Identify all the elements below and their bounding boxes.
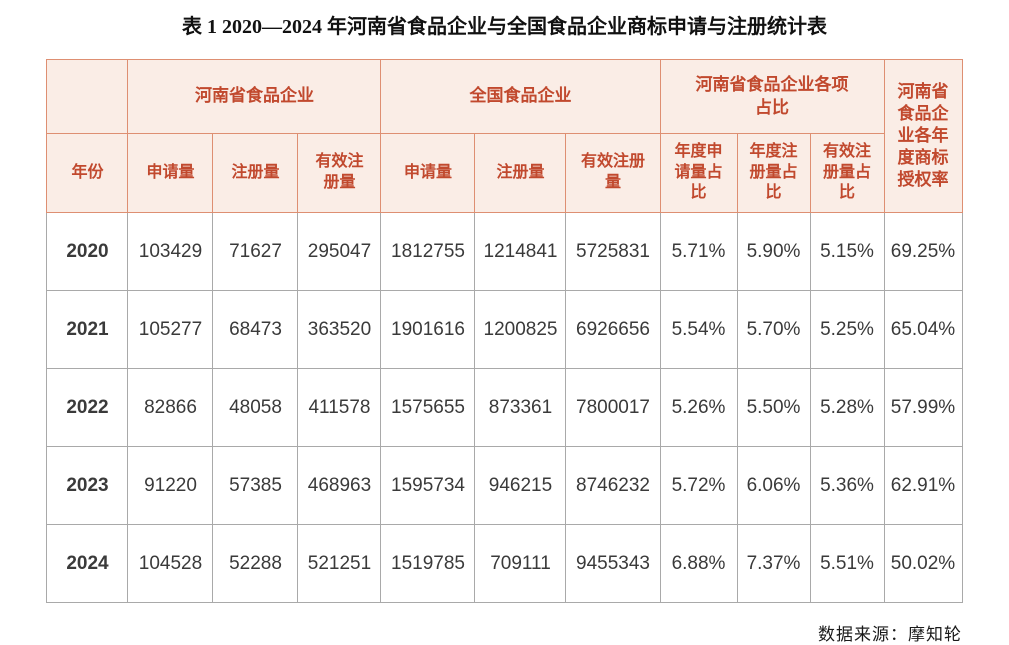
cell-national-register: 946215 — [474, 446, 567, 525]
table-row: 2023 91220 57385 468963 1595734 946215 8… — [46, 446, 963, 525]
cell-henan-valid: 363520 — [297, 290, 382, 369]
header-ratio-apply: 年度申请量占比 — [659, 133, 738, 213]
corner-cell — [46, 59, 129, 134]
cell-henan-valid: 521251 — [297, 524, 382, 603]
header-ratio-apply-label: 年度申请量占比 — [674, 142, 723, 202]
cell-henan-apply: 103429 — [127, 212, 214, 291]
cell-national-valid: 8746232 — [565, 446, 661, 525]
cell-grant-rate: 65.04% — [883, 290, 963, 369]
cell-national-register: 1200825 — [474, 290, 567, 369]
cell-henan-valid: 295047 — [297, 212, 382, 291]
cell-henan-valid: 411578 — [297, 368, 382, 447]
cell-henan-register: 68473 — [212, 290, 299, 369]
header-group-henan: 河南省食品企业 — [127, 59, 382, 134]
header-ratio-register-label: 年度注册量占比 — [749, 142, 798, 202]
cell-year: 2020 — [46, 212, 129, 291]
cell-henan-register: 48058 — [212, 368, 299, 447]
header-grant-rate-label: 河南省食品企业各年度商标授权率 — [897, 81, 949, 190]
cell-ratio-register: 5.50% — [736, 368, 811, 447]
cell-national-register: 873361 — [474, 368, 567, 447]
cell-national-valid: 6926656 — [565, 290, 661, 369]
header-national-valid-label: 有效注册量 — [580, 153, 645, 191]
cell-national-apply: 1595734 — [380, 446, 476, 525]
header-year: 年份 — [46, 133, 129, 213]
cell-year: 2021 — [46, 290, 129, 369]
cell-year: 2024 — [46, 524, 129, 603]
cell-year: 2022 — [46, 368, 129, 447]
cell-ratio-apply: 5.54% — [659, 290, 738, 369]
header-national-valid: 有效注册量 — [565, 133, 661, 213]
header-group-ratio: 河南省食品企业各项占比 — [659, 59, 885, 134]
cell-ratio-apply: 6.88% — [659, 524, 738, 603]
cell-national-register: 1214841 — [474, 212, 567, 291]
cell-ratio-register: 6.06% — [736, 446, 811, 525]
cell-grant-rate: 57.99% — [883, 368, 963, 447]
cell-henan-apply: 105277 — [127, 290, 214, 369]
cell-national-apply: 1901616 — [380, 290, 476, 369]
cell-ratio-apply: 5.71% — [659, 212, 738, 291]
table-row: 2022 82866 48058 411578 1575655 873361 7… — [46, 368, 963, 447]
header-national-register: 注册量 — [474, 133, 567, 213]
cell-national-register: 709111 — [474, 524, 567, 603]
cell-national-apply: 1812755 — [380, 212, 476, 291]
page-title: 表 1 2020—2024 年河南省食品企业与全国食品企业商标申请与注册统计表 — [182, 16, 827, 38]
cell-henan-apply: 91220 — [127, 446, 214, 525]
cell-ratio-valid: 5.15% — [809, 212, 885, 291]
cell-grant-rate: 62.91% — [883, 446, 963, 525]
cell-national-valid: 7800017 — [565, 368, 661, 447]
cell-henan-apply: 82866 — [127, 368, 214, 447]
table-row: 2020 103429 71627 295047 1812755 1214841… — [46, 212, 963, 291]
cell-henan-register: 71627 — [212, 212, 299, 291]
cell-national-valid: 9455343 — [565, 524, 661, 603]
header-ratio-register: 年度注册量占比 — [736, 133, 811, 213]
header-row-columns: 年份 申请量 注册量 有效注册量 申请量 注册量 有效注册量 年度申请量占比 年… — [46, 133, 962, 213]
cell-henan-register: 52288 — [212, 524, 299, 603]
trademark-stats-table: 河南省食品企业 全国食品企业 河南省食品企业各项占比 河南省食品企业各年度商标授… — [46, 59, 963, 603]
cell-ratio-valid: 5.36% — [809, 446, 885, 525]
header-ratio-valid: 有效注册量占比 — [809, 133, 885, 213]
cell-grant-rate: 69.25% — [883, 212, 963, 291]
cell-national-valid: 5725831 — [565, 212, 661, 291]
header-henan-register: 注册量 — [212, 133, 299, 213]
cell-ratio-register: 7.37% — [736, 524, 811, 603]
header-henan-valid-label: 有效注册量 — [315, 153, 364, 191]
cell-ratio-register: 5.70% — [736, 290, 811, 369]
cell-ratio-valid: 5.51% — [809, 524, 885, 603]
header-national-apply: 申请量 — [380, 133, 476, 213]
table-row: 2021 105277 68473 363520 1901616 1200825… — [46, 290, 963, 369]
cell-ratio-valid: 5.28% — [809, 368, 885, 447]
header-group-ratio-label: 河南省食品企业各项占比 — [695, 75, 849, 117]
cell-ratio-apply: 5.26% — [659, 368, 738, 447]
cell-ratio-apply: 5.72% — [659, 446, 738, 525]
header-henan-valid: 有效注册量 — [297, 133, 382, 213]
header-ratio-valid-label: 有效注册量占比 — [822, 142, 871, 202]
cell-national-apply: 1575655 — [380, 368, 476, 447]
data-source-note: 数据来源：摩知轮 — [818, 625, 962, 644]
cell-national-apply: 1519785 — [380, 524, 476, 603]
cell-ratio-valid: 5.25% — [809, 290, 885, 369]
cell-henan-valid: 468963 — [297, 446, 382, 525]
table-row: 2024 104528 52288 521251 1519785 709111 … — [46, 524, 963, 603]
header-group-national: 全国食品企业 — [380, 59, 661, 134]
header-grant-rate: 河南省食品企业各年度商标授权率 — [883, 59, 963, 213]
cell-henan-apply: 104528 — [127, 524, 214, 603]
cell-grant-rate: 50.02% — [883, 524, 963, 603]
cell-henan-register: 57385 — [212, 446, 299, 525]
cell-ratio-register: 5.90% — [736, 212, 811, 291]
header-henan-apply: 申请量 — [127, 133, 214, 213]
header-row-groups: 河南省食品企业 全国食品企业 河南省食品企业各项占比 河南省食品企业各年度商标授… — [46, 59, 963, 213]
cell-year: 2023 — [46, 446, 129, 525]
